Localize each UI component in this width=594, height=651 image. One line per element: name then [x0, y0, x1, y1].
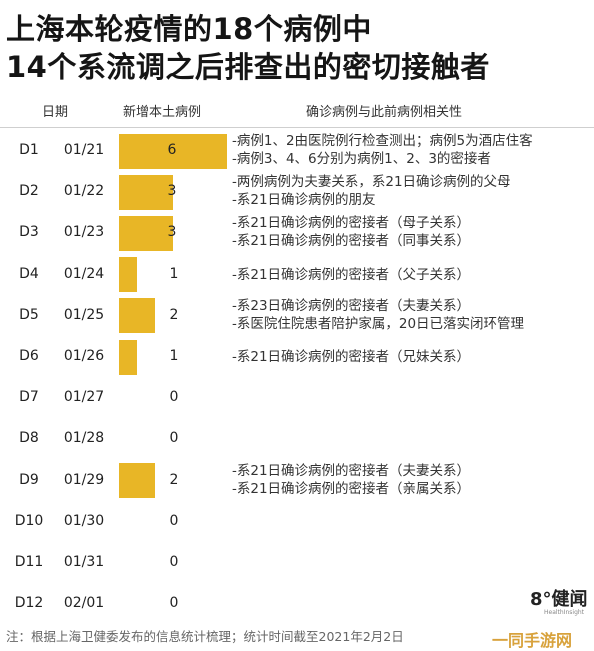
relation-text: -系21日确诊病例的密接者（父子关系） [232, 266, 471, 283]
healthinsight-logo: 8°健闻 HealthInsight [530, 589, 594, 617]
day-label: D6 [19, 348, 39, 364]
bar-value-label: 0 [169, 512, 179, 529]
bar [119, 133, 227, 169]
column-header-relation: 确诊病例与此前病例相关性 [306, 105, 463, 120]
relation-text: -病例3、4、6分别为病例1、2、3的密接者 [232, 151, 491, 167]
relation-text: -两例病例为夫妻关系，系21日确诊病例的父母 [232, 174, 511, 191]
date-label: 02/01 [63, 595, 105, 612]
bar-value-label: 3 [167, 224, 177, 241]
day-label: D3 [19, 224, 39, 241]
bar [119, 215, 173, 251]
title-line-2: 14个系流调之后排查出的密切接触者 [6, 50, 490, 84]
table-row: D10 01/30 0 [0, 502, 594, 542]
table-row: D3 01/23 3 -系21日确诊病例的密接者（母子关系） -系21日确诊病例的密接者… [0, 213, 594, 253]
relation-text: -系21日确诊病例的朋友 [232, 192, 376, 209]
day-label: D2 [19, 183, 39, 200]
title-line-1: 上海本轮疫情的18个病例中 [6, 12, 372, 46]
table-row: D5 01/25 2 -系23日确诊病例的密接者（夫妻关系） -系医院住院患者陪护家属，… [0, 296, 594, 336]
table-row: D4 01/24 1 -系21日确诊病例的密接者（父子关系） [0, 255, 594, 295]
watermark: 一同手游网 [492, 631, 573, 650]
date-label: 01/28 [63, 430, 105, 447]
bar-value-label: 1 [169, 348, 179, 364]
day-label: D9 [19, 471, 39, 488]
logo-subtext: HealthInsight [544, 609, 585, 616]
relation-text: -系21日确诊病例的密接者（母子关系） [232, 215, 471, 232]
bar-value-label: 6 [167, 142, 177, 158]
table-row: D1 01/21 6 -病例1、2由医院例行检查测出；病例5为酒店住客 -病例3、4、6… [0, 131, 594, 171]
footnote: 注：根据上海卫健委发布的信息统计梳理；统计时间截至2021年2月2日 [6, 629, 404, 644]
date-label: 01/30 [63, 512, 105, 529]
table-row: D2 01/22 3 -两例病例为夫妻关系，系21日确诊病例的父母 -系21日确诊病例的… [0, 172, 594, 212]
day-label: D7 [19, 389, 39, 406]
bar [119, 174, 173, 210]
table-row: D12 02/01 0 [0, 584, 594, 624]
bar-value-label: 3 [167, 183, 177, 200]
table-row: D11 01/31 0 [0, 543, 594, 583]
day-label: D12 [14, 595, 44, 612]
bar-value-label: 0 [169, 389, 179, 406]
bar [119, 257, 137, 293]
column-header-date: 日期 [42, 105, 69, 120]
bar-value-label: 0 [169, 554, 179, 570]
logo-text: 8°健闻 [530, 589, 588, 610]
date-label: 01/22 [63, 183, 105, 200]
date-label: 01/26 [63, 348, 105, 364]
date-label: 01/25 [63, 306, 105, 323]
date-label: 01/21 [63, 142, 105, 158]
bar [119, 298, 155, 334]
bar-value-label: 0 [169, 430, 179, 447]
date-label: 01/24 [63, 265, 105, 282]
table-row: D7 01/27 0 [0, 378, 594, 418]
date-label: 01/27 [63, 389, 105, 406]
relation-text: -系23日确诊病例的密接者（夫妻关系） [232, 297, 471, 314]
day-label: D8 [19, 430, 39, 447]
relation-text: -系21日确诊病例的密接者（兄妹关系） [232, 349, 471, 365]
relation-text: -系21日确诊病例的密接者（亲属关系） [232, 480, 471, 497]
bar-value-label: 2 [169, 306, 179, 323]
bar-value-label: 1 [169, 265, 179, 282]
table-row: D6 01/26 1 -系21日确诊病例的密接者（兄妹关系） [0, 337, 594, 377]
relation-text: -系医院住院患者陪护家属，20日已落实闭环管理 [232, 315, 525, 332]
bar-value-label: 2 [169, 471, 179, 488]
table-row: D8 01/28 0 [0, 419, 594, 459]
date-label: 01/31 [63, 554, 105, 570]
day-label: D11 [14, 554, 44, 570]
bar [119, 463, 155, 499]
relation-text: -病例1、2由医院例行检查测出；病例5为酒店住客 [232, 133, 533, 149]
header-divider [0, 127, 594, 128]
relation-text: -系21日确诊病例的密接者（同事关系） [232, 233, 471, 250]
table-row: D9 01/29 2 -系21日确诊病例的密接者（夫妻关系） -系21日确诊病例的密接者… [0, 461, 594, 501]
relation-text: -系21日确诊病例的密接者（夫妻关系） [232, 462, 471, 479]
day-label: D10 [14, 512, 44, 529]
date-label: 01/29 [63, 471, 105, 488]
day-label: D1 [19, 142, 39, 158]
date-label: 01/23 [63, 224, 105, 241]
bar [119, 339, 137, 375]
day-label: D5 [19, 306, 39, 323]
bar-value-label: 0 [169, 595, 179, 612]
column-header-new-cases: 新增本土病例 [123, 105, 202, 120]
day-label: D4 [19, 265, 39, 282]
